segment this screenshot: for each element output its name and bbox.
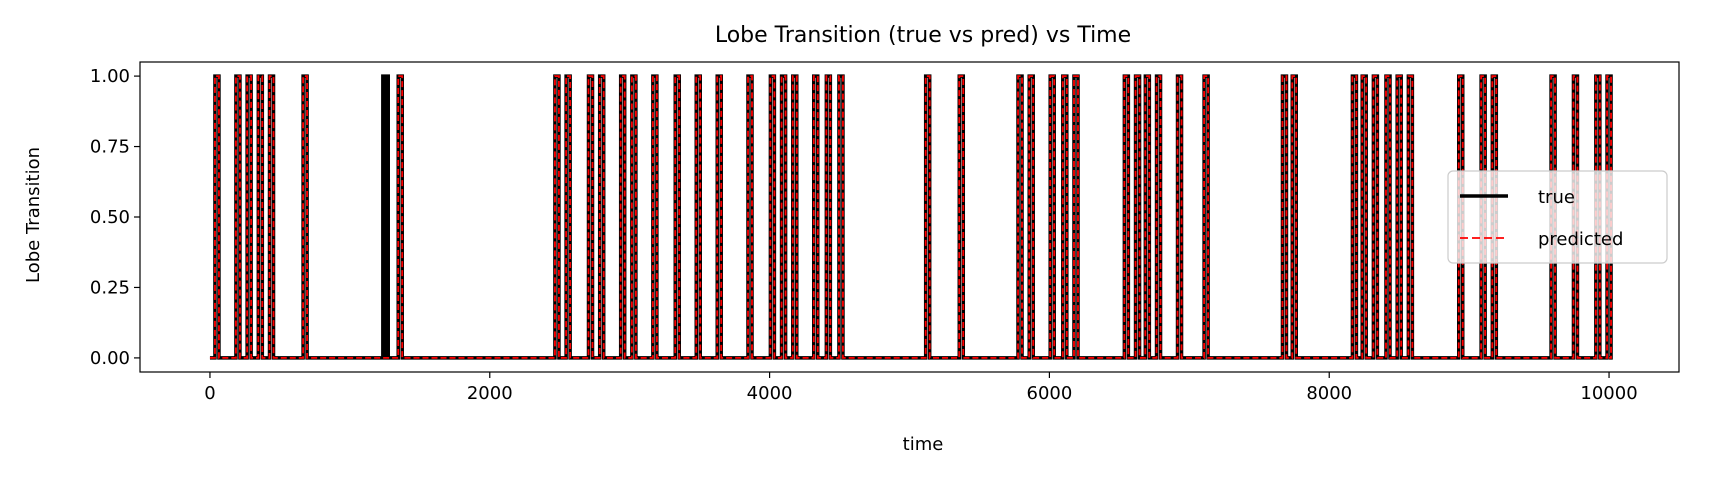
legend-predicted-label: predicted (1538, 229, 1623, 250)
x-tick-label: 2000 (467, 383, 513, 404)
y-ticks: 0.00 0.25 0.50 0.75 1.00 (90, 66, 140, 369)
y-tick-label: 0.75 (90, 137, 130, 158)
x-tick-label: 10000 (1580, 383, 1637, 404)
y-tick-label: 1.00 (90, 66, 130, 87)
legend-true-label: true (1538, 187, 1575, 208)
legend: true predicted (1447, 170, 1668, 264)
x-tick-label: 8000 (1306, 383, 1352, 404)
x-tick-label: 0 (204, 383, 215, 404)
y-tick-label: 0.00 (90, 348, 130, 369)
legend-box (1447, 170, 1668, 264)
x-tick-label: 6000 (1027, 383, 1073, 404)
x-ticks: 0 2000 4000 6000 8000 10000 (204, 372, 1638, 404)
y-axis-label: Lobe Transition (23, 147, 44, 283)
y-tick-label: 0.25 (90, 277, 130, 298)
x-axis-label: time (903, 434, 944, 455)
axes-frame (139, 61, 1680, 373)
chart-title: Lobe Transition (true vs pred) vs Time (715, 23, 1131, 48)
plot-area (209, 74, 1613, 360)
x-tick-label: 4000 (747, 383, 793, 404)
y-tick-label: 0.50 (90, 207, 130, 228)
series-predicted-line (209, 75, 1612, 359)
